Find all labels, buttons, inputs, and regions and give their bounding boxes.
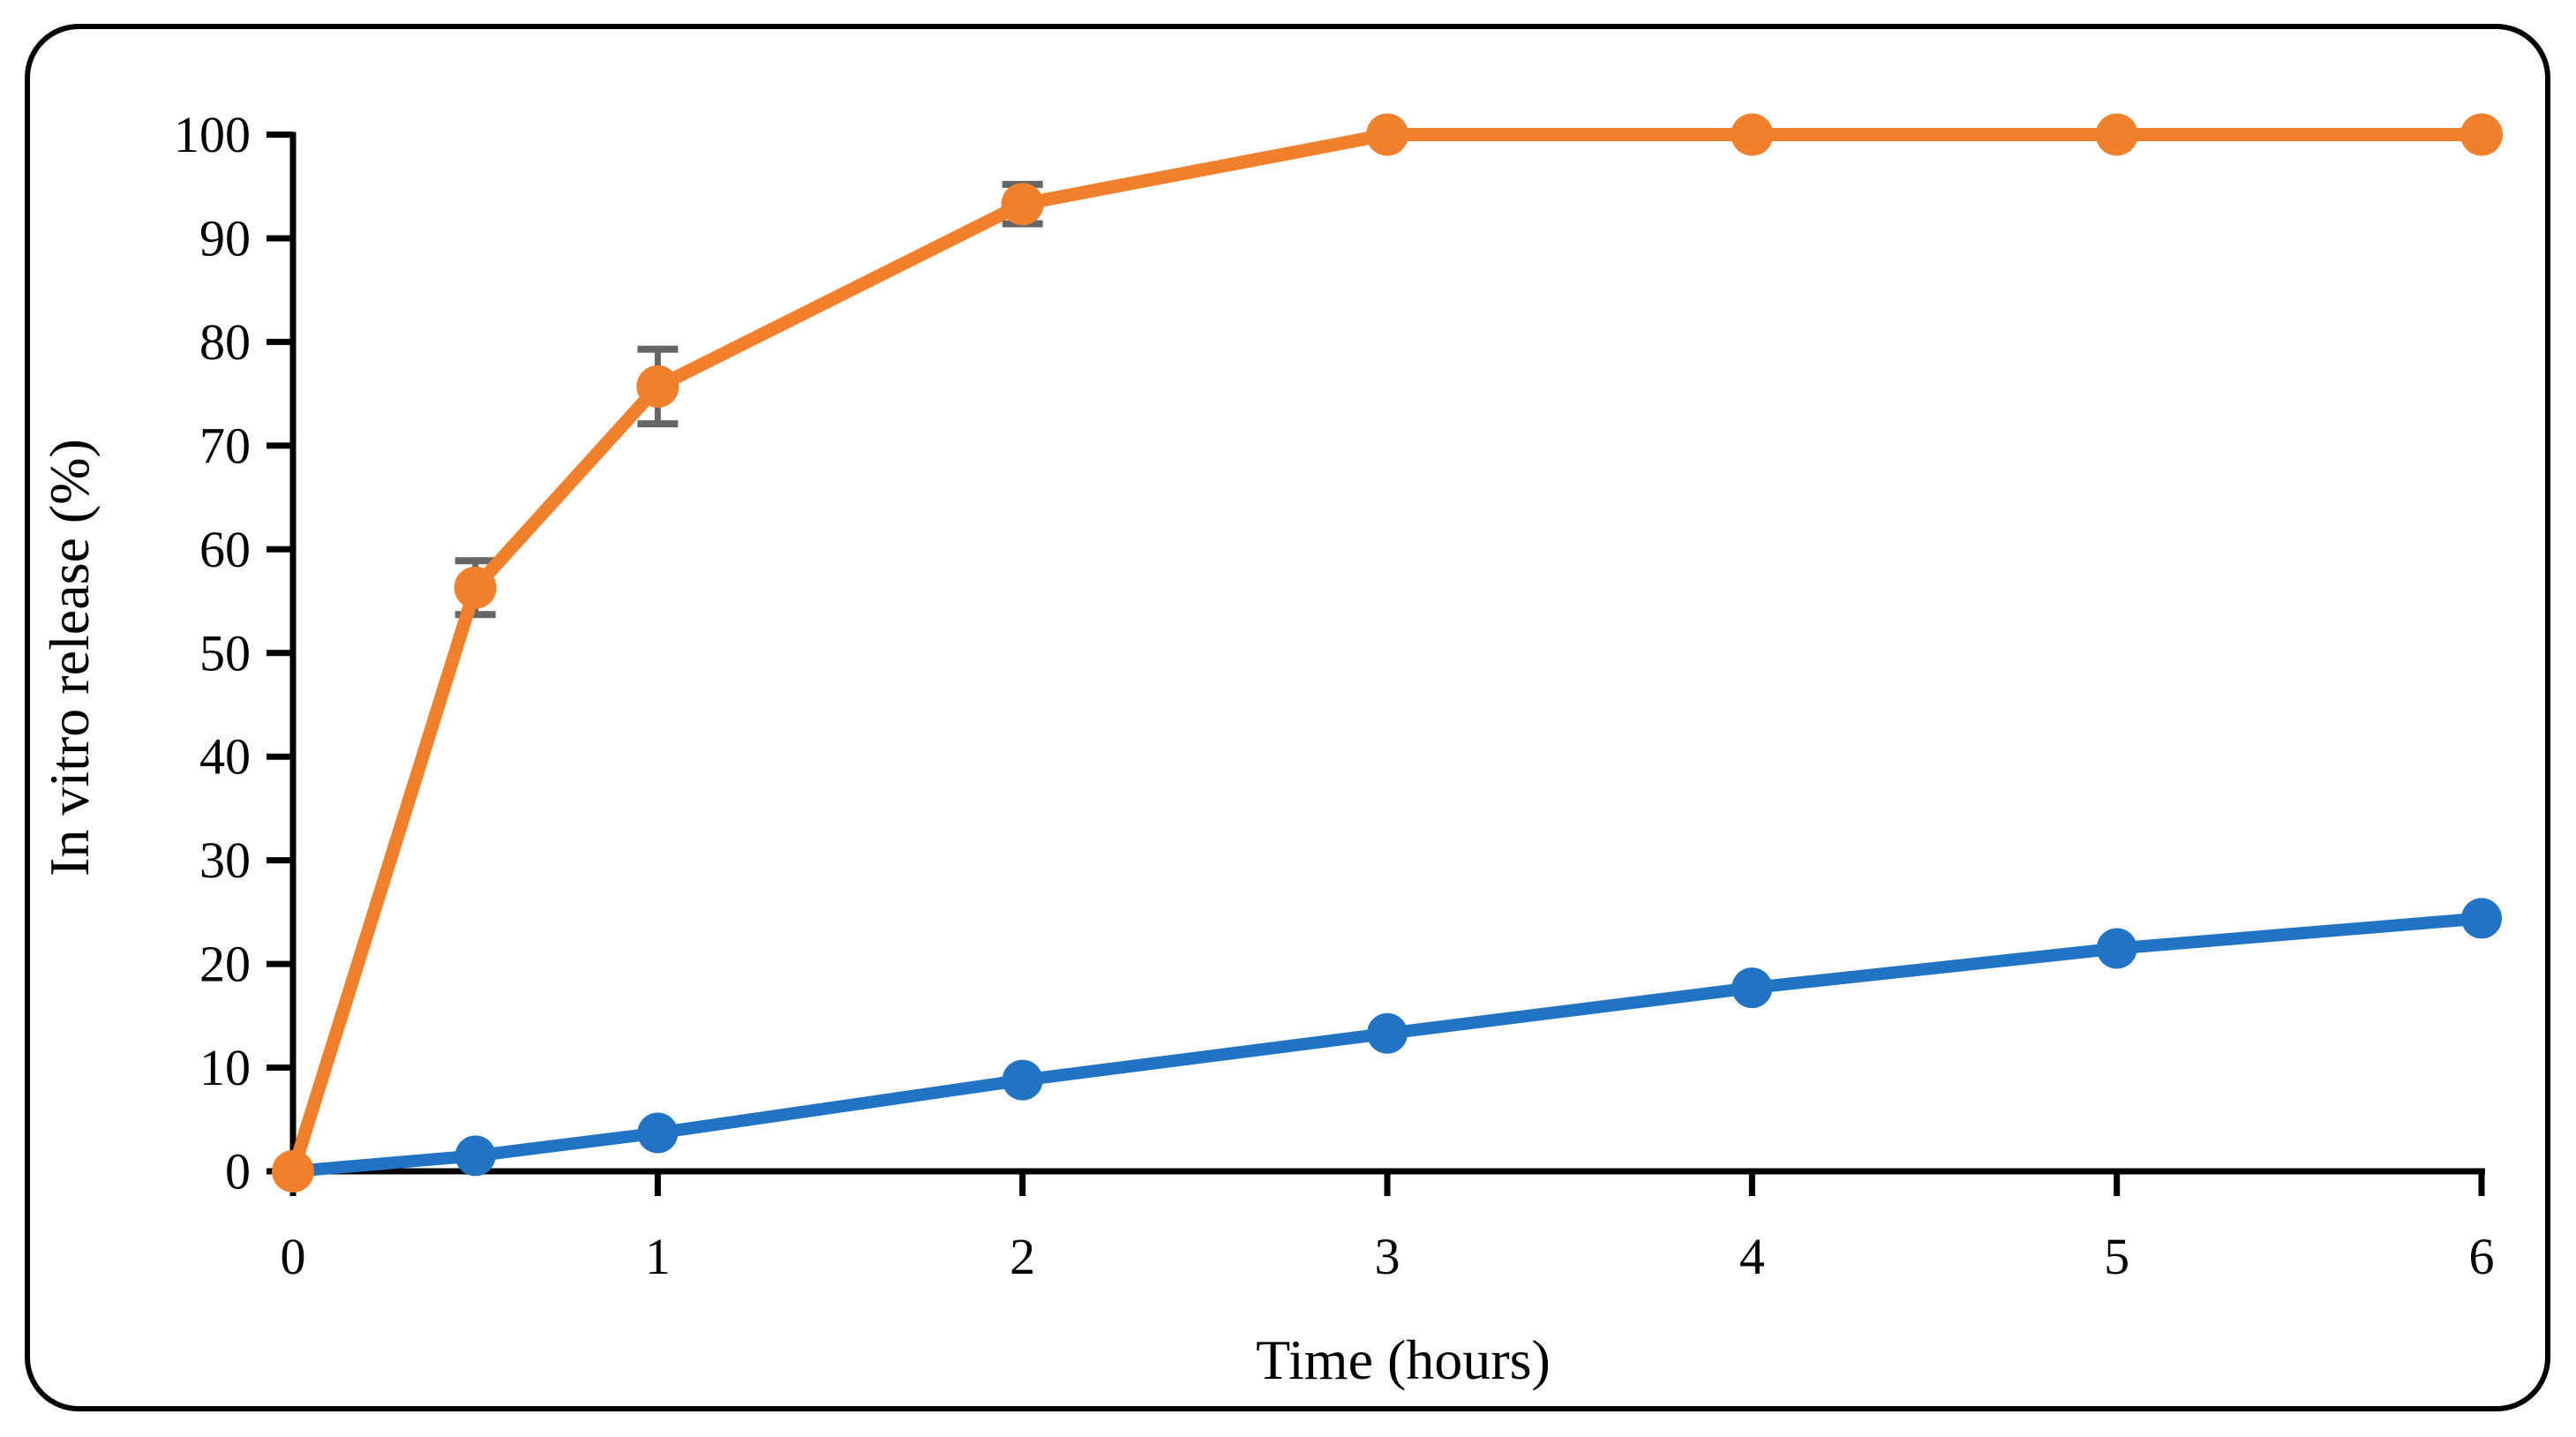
blue-series-line [287, 912, 2488, 1177]
x-tick-label: 6 [2469, 1228, 2495, 1285]
y-tick-label: 20 [199, 936, 251, 993]
orange-series-marker [2460, 113, 2503, 156]
blue-series-marker [454, 1135, 496, 1177]
y-tick-label: 30 [199, 831, 251, 889]
y-axis-title: In vitro release (%) [38, 439, 101, 876]
blue-series-marker [2096, 928, 2137, 969]
x-tick-label: 1 [645, 1228, 671, 1285]
figure-border [25, 24, 2550, 1411]
y-tick-label: 90 [199, 209, 251, 267]
orange-series-marker [454, 566, 497, 609]
y-tick-label: 80 [199, 313, 251, 371]
y-tick-label: 10 [199, 1039, 251, 1096]
y-tick-label: 100 [174, 106, 251, 163]
y-tick-label: 60 [199, 521, 251, 578]
blue-series-marker [1367, 1012, 1408, 1054]
orange-series-marker [1001, 183, 1044, 226]
x-tick-label: 4 [1739, 1228, 1765, 1285]
y-tick-label: 40 [199, 728, 251, 786]
orange-series-marker [1731, 113, 1774, 156]
x-tick-label: 5 [2104, 1228, 2129, 1285]
y-tick-label: 50 [199, 624, 251, 681]
y-tick-label: 70 [199, 417, 251, 474]
blue-series-marker [637, 1112, 679, 1154]
orange-series-marker [2095, 113, 2138, 156]
orange-series-marker [636, 365, 680, 408]
x-axis-title: Time (hours) [1256, 1328, 1551, 1391]
x-tick-label: 3 [1375, 1228, 1401, 1285]
blue-series-marker [1002, 1059, 1043, 1101]
orange-series-line [286, 128, 2489, 1178]
x-tick-label: 0 [281, 1228, 306, 1285]
x-tick-label: 2 [1010, 1228, 1035, 1285]
blue-series-marker [2461, 898, 2502, 939]
plot-area: 0 10 20 30 40 50 60 70 80 90 100 0 1 2 3 4 5 6 [174, 106, 2503, 1285]
blue-series-marker [1731, 967, 1773, 1009]
y-tick-label: 0 [225, 1143, 251, 1200]
orange-series-marker [272, 1150, 314, 1192]
orange-series-marker [1366, 113, 1408, 156]
